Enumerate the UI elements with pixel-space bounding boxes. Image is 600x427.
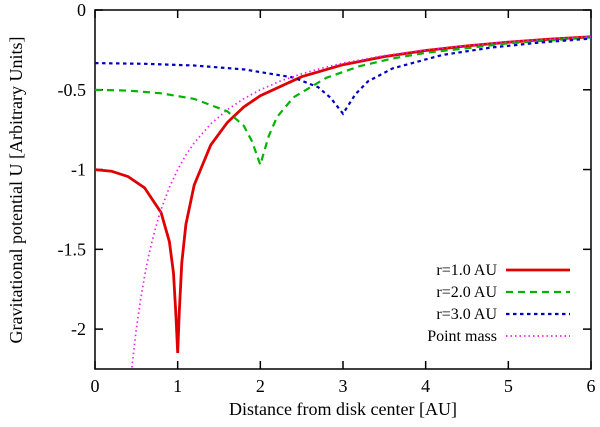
- x-tick-label: 4: [421, 376, 430, 396]
- x-tick-label: 5: [504, 376, 513, 396]
- y-tick-label: -0.5: [58, 80, 87, 100]
- series-line-1: [95, 35, 591, 354]
- x-tick-label: 3: [339, 376, 348, 396]
- x-tick-label: 2: [256, 376, 265, 396]
- x-tick-label: 0: [91, 376, 100, 396]
- legend-label-2: r=2.0 AU: [436, 284, 497, 301]
- legend-label-3: r=3.0 AU: [436, 306, 497, 323]
- y-tick-label: -1.5: [58, 239, 87, 259]
- legend-label-1: r=1.0 AU: [436, 262, 497, 279]
- y-tick-label: -1: [71, 160, 86, 180]
- x-tick-label: 6: [587, 376, 596, 396]
- series-line-3: [95, 37, 591, 116]
- y-tick-label: -2: [71, 319, 86, 339]
- y-axis-label: Gravitational potential U [Arbitrary Uni…: [6, 37, 26, 344]
- y-tick-label: 0: [77, 0, 86, 20]
- plot-generated-layer: 0 1 2 3 4 5 6 0 -0.5 -1 -1.5 -2 r=1.0 AU r=2.0 AU r=3.…: [58, 0, 596, 396]
- legend-label-4: Point mass: [427, 328, 497, 345]
- series-line-4: [130, 35, 591, 369]
- series-line-2: [95, 36, 591, 169]
- x-tick-label: 1: [173, 376, 182, 396]
- x-axis-label: Distance from disk center [AU]: [229, 399, 457, 419]
